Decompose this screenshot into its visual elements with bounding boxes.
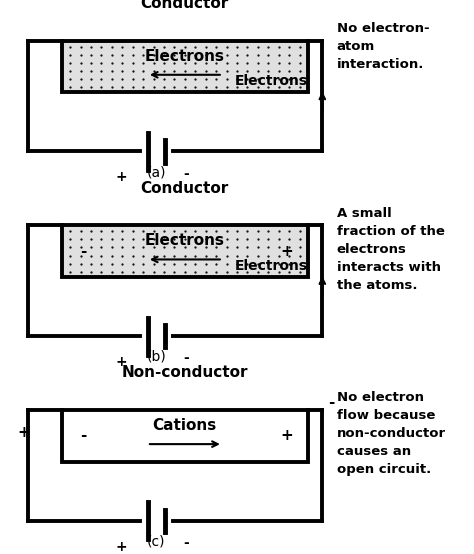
Text: -: - (328, 395, 335, 410)
Text: -: - (80, 244, 86, 259)
Text: Conductor: Conductor (141, 181, 229, 196)
Text: -: - (183, 167, 189, 181)
Text: +: + (281, 428, 293, 443)
Text: +: + (115, 355, 127, 369)
Bar (62, 40, 308, 93)
Bar (62, 410, 308, 461)
Text: Electrons: Electrons (235, 259, 308, 273)
Text: No electron-
atom
interaction.: No electron- atom interaction. (337, 22, 429, 71)
Text: Electrons: Electrons (145, 49, 225, 64)
Text: +: + (281, 244, 293, 259)
Text: +: + (115, 170, 127, 184)
Text: No electron
flow because
non-conductor
causes an
open circuit.: No electron flow because non-conductor c… (337, 392, 446, 476)
Text: (a): (a) (146, 165, 166, 179)
Bar (62, 225, 308, 277)
Text: (b): (b) (146, 350, 166, 364)
Text: -: - (183, 536, 189, 550)
Text: Electrons: Electrons (235, 74, 308, 88)
Text: -: - (80, 428, 86, 443)
Text: Cations: Cations (153, 418, 217, 433)
Text: -: - (183, 351, 189, 365)
Text: +: + (115, 540, 127, 553)
Text: Electrons: Electrons (145, 233, 225, 249)
Text: A small
fraction of the
electrons
interacts with
the atoms.: A small fraction of the electrons intera… (337, 207, 445, 292)
Text: Conductor: Conductor (141, 0, 229, 11)
Text: (c): (c) (147, 535, 166, 548)
Text: +: + (18, 424, 30, 440)
Text: Non-conductor: Non-conductor (122, 366, 248, 381)
